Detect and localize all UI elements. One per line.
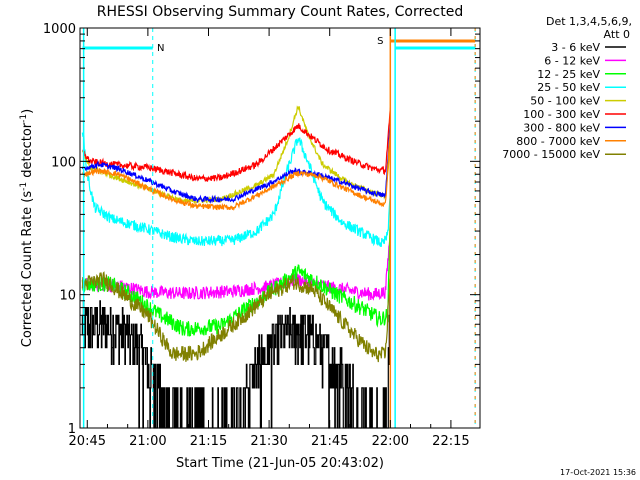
x-tick-label-2: 21:15 [190,434,227,449]
series-line-3 [81,132,391,248]
footer-date: 17-Oct-2021 15:36 [560,468,636,477]
legend-label-1: 6 - 12 keV [544,54,600,67]
series-line-2 [81,219,391,337]
x-tick-label-5: 22:00 [372,434,409,449]
series-line-8 [81,271,391,363]
legend-label-2: 12 - 25 keV [537,68,600,81]
series-line-1 [81,233,391,301]
saa-label: S [377,36,383,47]
series-line-6 [81,122,391,204]
x-axis-label: Start Time (21-Jun-05 20:43:02) [176,456,384,471]
y-label-part-3: ) [20,109,35,114]
chart-title: RHESSI Observing Summary Count Rates, Co… [97,4,463,20]
y-label-part-1: Corrected Count Rate (s [20,191,35,348]
series-layer [81,105,391,429]
legend-label-7: 800 - 7000 keV [516,135,600,148]
series-line-5 [82,107,391,182]
y-tick-label-2: 100 [51,155,76,170]
night-label: N [157,43,164,54]
y-tick-label-3: 1000 [43,22,76,37]
series-line-4 [81,105,391,204]
x-tick-label-3: 21:30 [250,434,287,449]
legend-label-0: 3 - 6 keV [551,41,600,54]
legend-label-6: 300 - 800 keV [523,121,600,134]
legend-label-8: 7000 - 15000 keV [502,148,600,161]
x-tick-label-0: 20:45 [69,434,106,449]
legend-header-1: Att 0 [604,28,630,41]
axis-layer: 20:45 21:00 21:15 21:30 21:45 22:00 22:15 1 10 10… [43,22,480,449]
y-label-sup-1: -1 [19,182,29,191]
legend-label-5: 100 - 300 keV [523,108,600,121]
legend-header-0: Det 1,3,4,5,6,9, [546,15,632,28]
y-label-part-2: detector [20,122,35,182]
x-tick-label-4: 21:45 [311,434,348,449]
y-label-sup-2: -1 [19,114,29,123]
legend-label-4: 50 - 100 keV [530,95,600,108]
marker-layer: NS [82,28,476,428]
x-tick-label-6: 22:15 [432,434,469,449]
x-tick-label-1: 21:00 [129,434,166,449]
y-tick-label-1: 10 [59,289,76,304]
series-line-7 [81,126,391,212]
plot-frame [79,27,481,429]
y-axis-label: Corrected Count Rate (s-1 detector-1) [19,109,35,347]
y-tick-label-0: 1 [68,422,76,437]
legend-label-3: 25 - 50 keV [537,81,600,94]
